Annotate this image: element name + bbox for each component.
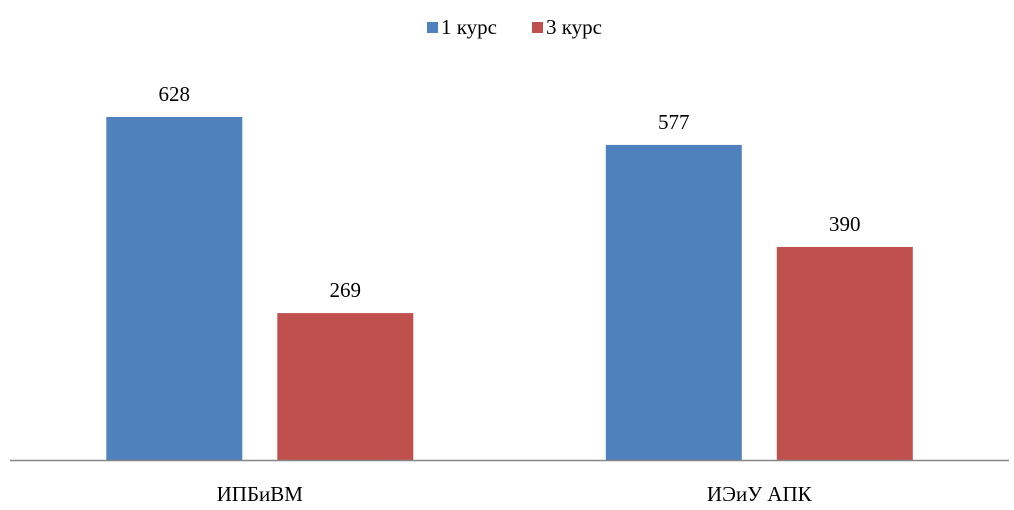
bar-series-1-2 xyxy=(605,144,742,460)
bar-series-2-2 xyxy=(776,247,913,460)
data-label-series-1-2: 577 xyxy=(658,110,690,134)
bars xyxy=(106,117,913,460)
legend: 1 курс 3 курс xyxy=(427,15,602,39)
category-label-2: ИЭиУ АПК xyxy=(707,482,813,505)
legend-label-1: 1 курс xyxy=(441,15,497,39)
legend-swatch-2 xyxy=(532,22,543,33)
x-axis: ИПБиВМ ИЭиУ АПК xyxy=(10,459,1009,506)
data-labels: 628 269 577 390 xyxy=(159,82,861,302)
bar-series-1-1 xyxy=(106,117,243,460)
data-label-series-1-1: 628 xyxy=(159,82,191,106)
bar-series-2-1 xyxy=(277,313,414,460)
data-label-series-2-2: 390 xyxy=(829,212,861,236)
data-label-series-2-1: 269 xyxy=(330,278,362,302)
legend-label-2: 3 курс xyxy=(546,15,602,39)
legend-swatch-1 xyxy=(427,22,438,33)
category-label-1: ИПБиВМ xyxy=(217,482,304,505)
